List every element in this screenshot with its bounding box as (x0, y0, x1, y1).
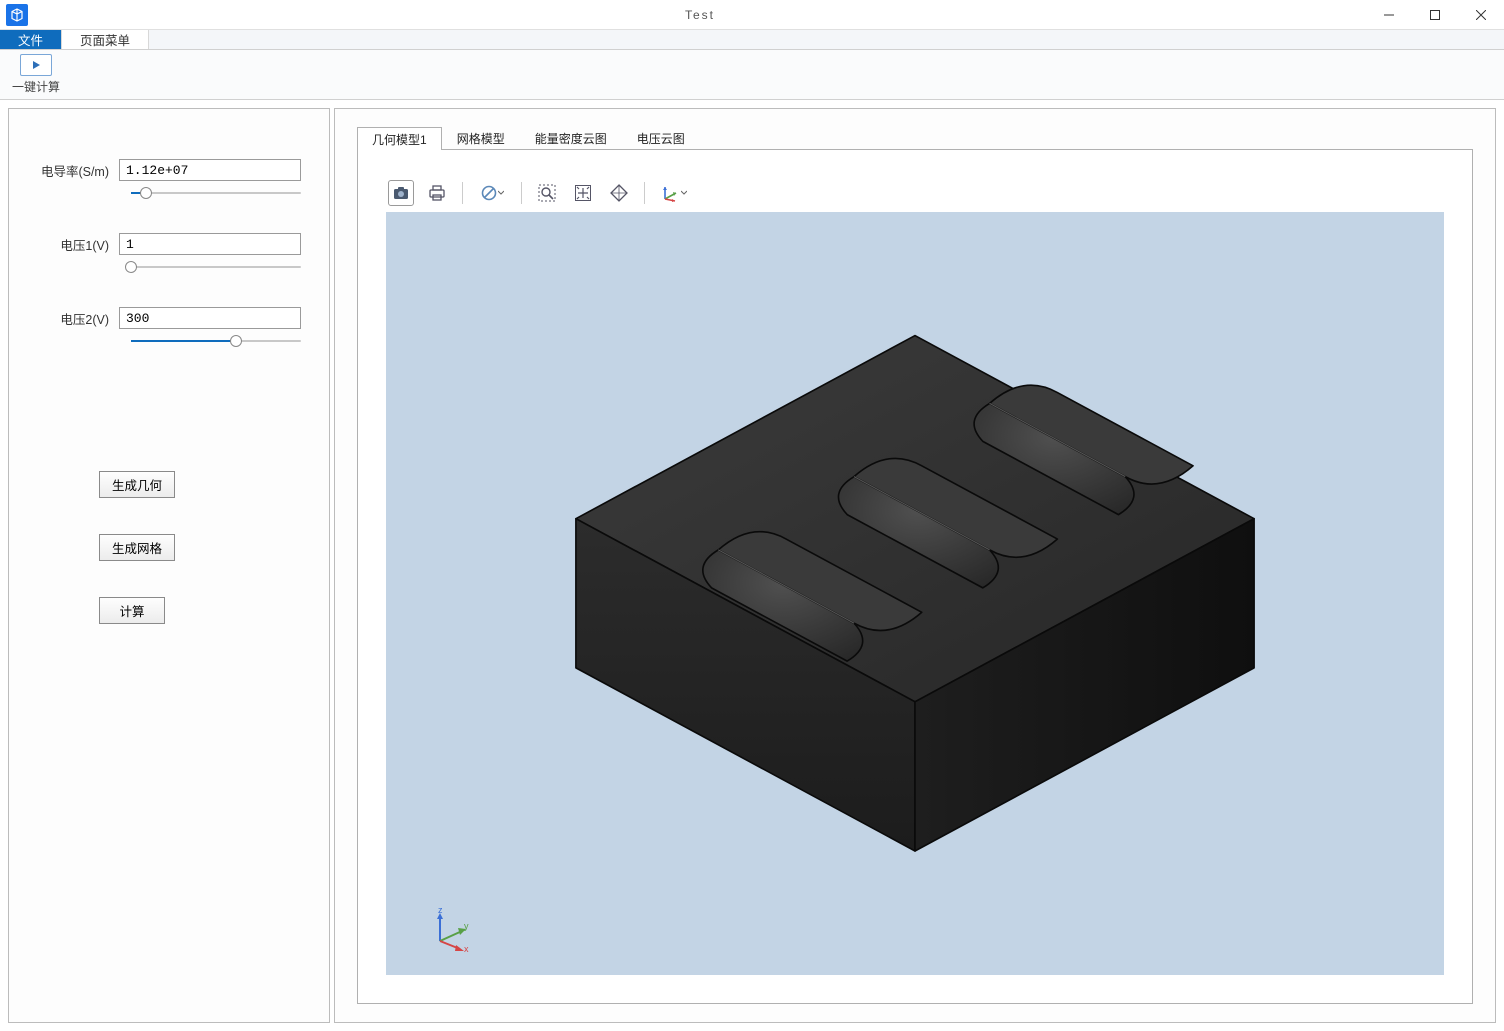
tab-geometry[interactable]: 几何模型1 (357, 127, 442, 150)
close-icon (1476, 10, 1486, 20)
param-voltage1: 电压1(V) (37, 233, 301, 255)
zoom-box-icon (537, 183, 557, 203)
tab-voltage[interactable]: 电压云图 (622, 126, 700, 149)
content-area: 电导率(S/m) 电压1(V) 电压2(V) 生成几何 生 (0, 100, 1504, 1031)
svg-text:y: y (464, 921, 469, 931)
maximize-icon (1430, 10, 1440, 20)
compute-button[interactable]: 计算 (99, 597, 165, 624)
voltage2-slider[interactable] (131, 333, 301, 349)
toolbar-separator (462, 182, 463, 204)
minimize-icon (1384, 10, 1394, 20)
view-toolbar (386, 178, 1444, 208)
view-body: z y x (357, 149, 1473, 1004)
window-controls (1366, 0, 1504, 30)
param-conductivity: 电导率(S/m) (37, 159, 301, 181)
view-tabs: 几何模型1 网格模型 能量密度云图 电压云图 (357, 127, 1473, 149)
app-icon (6, 4, 28, 26)
titlebar: Test (0, 0, 1504, 30)
conductivity-input[interactable] (119, 159, 301, 181)
3d-viewport[interactable]: z y x (386, 212, 1444, 975)
print-button[interactable] (424, 180, 450, 206)
toolbar-separator (521, 182, 522, 204)
diamond-icon (609, 183, 629, 203)
chevron-down-icon (681, 190, 687, 196)
voltage1-label: 电压1(V) (37, 235, 109, 254)
close-button[interactable] (1458, 0, 1504, 30)
axes-icon (661, 183, 681, 203)
cube-icon (10, 8, 24, 22)
ribbon: 一键计算 (0, 50, 1504, 100)
print-icon (428, 185, 446, 201)
svg-text:x: x (464, 944, 469, 953)
zoom-extents-icon (573, 183, 593, 203)
tab-energy-density[interactable]: 能量密度云图 (520, 126, 622, 149)
play-icon (20, 54, 52, 76)
action-buttons: 生成几何 生成网格 计算 (37, 471, 301, 624)
camera-icon (393, 186, 409, 200)
ribbon-calc-label: 一键计算 (12, 78, 60, 95)
voltage1-slider[interactable] (131, 259, 301, 275)
maximize-button[interactable] (1412, 0, 1458, 30)
tab-mesh[interactable]: 网格模型 (442, 126, 520, 149)
zoom-box-button[interactable] (534, 180, 560, 206)
parameter-sidebar: 电导率(S/m) 电压1(V) 电压2(V) 生成几何 生 (8, 108, 330, 1023)
window-title: Test (34, 8, 1366, 22)
reset-selection-button[interactable] (475, 180, 509, 206)
ribbon-one-click-calc[interactable]: 一键计算 (12, 54, 60, 95)
minimize-button[interactable] (1366, 0, 1412, 30)
generate-geometry-button[interactable]: 生成几何 (99, 471, 175, 498)
conductivity-slider[interactable] (131, 185, 301, 201)
viewer-panel: 几何模型1 网格模型 能量密度云图 电压云图 (334, 108, 1496, 1023)
voltage2-label: 电压2(V) (37, 309, 109, 328)
svg-text:z: z (438, 907, 443, 915)
view-orientation-button[interactable] (657, 180, 691, 206)
toolbar-separator (644, 182, 645, 204)
conductivity-label: 电导率(S/m) (37, 161, 109, 180)
chevron-down-icon (498, 190, 504, 196)
transparency-button[interactable] (606, 180, 632, 206)
axis-triad: z y x (426, 907, 472, 953)
voltage1-input[interactable] (119, 233, 301, 255)
menu-tab-page[interactable]: 页面菜单 (62, 30, 149, 49)
voltage2-input[interactable] (119, 307, 301, 329)
param-voltage2: 电压2(V) (37, 307, 301, 329)
menu-tab-file[interactable]: 文件 (0, 30, 62, 49)
geometry-render (386, 212, 1444, 975)
generate-mesh-button[interactable]: 生成网格 (99, 534, 175, 561)
no-symbol-icon (480, 184, 498, 202)
menu-tabs: 文件 页面菜单 (0, 30, 1504, 50)
zoom-extents-button[interactable] (570, 180, 596, 206)
snapshot-button[interactable] (388, 180, 414, 206)
